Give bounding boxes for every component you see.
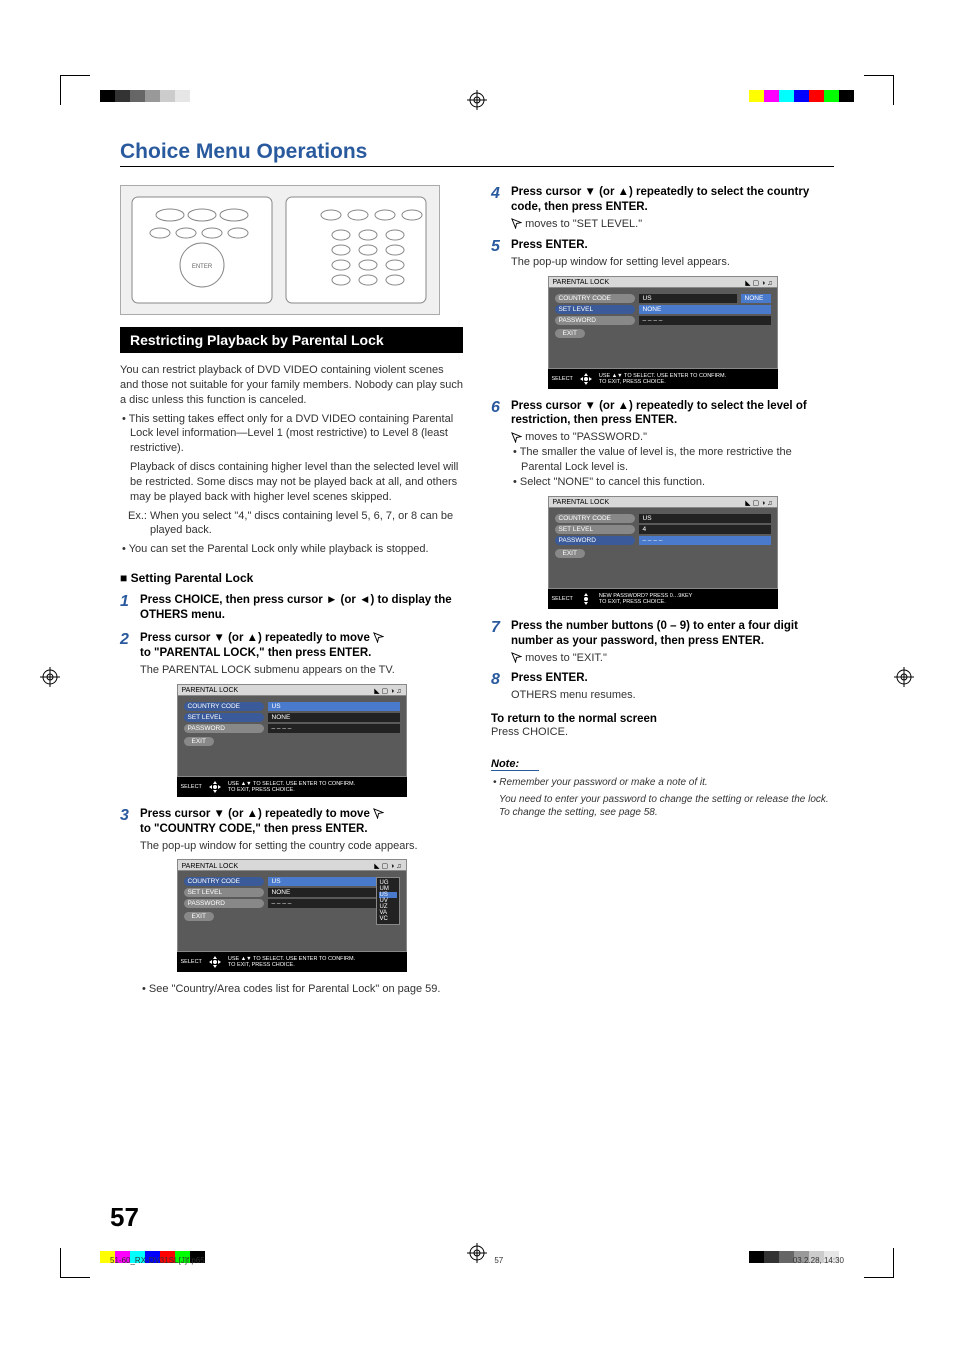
step-title: Press ENTER. <box>511 671 834 686</box>
pointer-icon <box>511 652 522 663</box>
step-title: Press cursor ▼ (or ▲) repeatedly to sele… <box>511 185 834 215</box>
color-bar-grey <box>100 90 205 102</box>
footer-date: 03.2.28, 14:30 <box>793 1256 844 1265</box>
section-title: Choice Menu Operations <box>120 140 834 167</box>
page-content: Choice Menu Operations ENTER <box>120 140 834 997</box>
footer-file: 51-60_RX-DV31SL[J]f.p65 <box>110 1256 205 1265</box>
step-number: 6 <box>491 399 505 490</box>
step-title: Press CHOICE, then press cursor ► (or ◄)… <box>140 593 463 623</box>
registration-mark-icon <box>467 90 487 110</box>
step-subtext: The pop-up window for setting level appe… <box>511 255 834 270</box>
step-number: 7 <box>491 619 505 666</box>
left-column: ENTER Restricting Playback by Parental L… <box>120 185 463 997</box>
step-number: 2 <box>120 631 134 678</box>
step-subtext: moves to "EXIT." <box>511 651 834 666</box>
step-title: Press cursor ▼ (or ▲) repeatedly to sele… <box>511 399 834 429</box>
step-3: 3 Press cursor ▼ (or ▲) repeatedly to mo… <box>120 807 463 854</box>
osd-country-code: PARENTAL LOCK◣ ▢ ◑ ♫ COUNTRY CODEUS SET … <box>177 859 407 972</box>
note-bullet-sub: You need to enter your password to chang… <box>491 793 834 819</box>
dpad-icon <box>208 780 222 794</box>
step-8: 8 Press ENTER. OTHERS menu resumes. <box>491 671 834 703</box>
pointer-icon <box>511 218 522 229</box>
dpad-icon <box>579 592 593 606</box>
step-5: 5 Press ENTER. The pop-up window for set… <box>491 238 834 270</box>
step-6-bullet-1: • The smaller the value of level is, the… <box>511 445 834 475</box>
intro-bullet-1: • This setting takes effect only for a D… <box>120 412 463 457</box>
svg-text:ENTER: ENTER <box>192 264 213 270</box>
intro-bullet-2: • You can set the Parental Lock only whi… <box>120 542 463 557</box>
note-bullet: • Remember your password or make a note … <box>491 776 834 789</box>
step-title: Press cursor ▼ (or ▲) repeatedly to move… <box>140 631 463 661</box>
osd-tab-icons: ◣ ▢ ◑ ♫ <box>374 687 401 695</box>
right-column: 4 Press cursor ▼ (or ▲) repeatedly to se… <box>491 185 834 997</box>
step-number: 1 <box>120 593 134 623</box>
osd-popup-list: UGUMUSUVUZVAVC <box>376 877 400 925</box>
step-title: Press cursor ▼ (or ▲) repeatedly to move… <box>140 807 463 837</box>
step-subtext: The pop-up window for setting the countr… <box>140 839 463 854</box>
step-subtext: OTHERS menu resumes. <box>511 688 834 703</box>
pointer-icon <box>511 432 522 443</box>
setting-heading: Setting Parental Lock <box>120 571 463 585</box>
step-number: 5 <box>491 238 505 270</box>
footer-page: 57 <box>494 1256 503 1265</box>
step-number: 3 <box>120 807 134 854</box>
step-subtext: moves to "PASSWORD." <box>511 430 834 445</box>
note-heading: Note: <box>491 758 539 771</box>
osd-set-level: PARENTAL LOCK◣ ▢ ◑ ♫ COUNTRY CODEUSNONE … <box>548 276 778 389</box>
pointer-icon <box>373 632 384 643</box>
osd-parental-lock: PARENTAL LOCK◣ ▢ ◑ ♫ COUNTRY CODEUS SET … <box>177 684 407 797</box>
step-subtext: The PARENTAL LOCK submenu appears on the… <box>140 663 463 678</box>
osd-password: PARENTAL LOCK◣ ▢ ◑ ♫ COUNTRY CODEUS SET … <box>548 496 778 609</box>
page-number: 57 <box>110 1202 139 1233</box>
step-1: 1 Press CHOICE, then press cursor ► (or … <box>120 593 463 623</box>
step-title: Press ENTER. <box>511 238 834 253</box>
dpad-icon <box>208 955 222 969</box>
step-6-bullet-2: • Select "NONE" to cancel this function. <box>511 475 834 490</box>
step-4: 4 Press cursor ▼ (or ▲) repeatedly to se… <box>491 185 834 232</box>
step-number: 4 <box>491 185 505 232</box>
step-7: 7 Press the number buttons (0 – 9) to en… <box>491 619 834 666</box>
intro-text: You can restrict playback of DVD VIDEO c… <box>120 363 463 408</box>
step-3-bullet: • See "Country/Area codes list for Paren… <box>140 982 463 997</box>
footer-info: 51-60_RX-DV31SL[J]f.p65 57 03.2.28, 14:3… <box>110 1256 844 1265</box>
step-title: Press the number buttons (0 – 9) to ente… <box>511 619 834 649</box>
step-2: 2 Press cursor ▼ (or ▲) repeatedly to mo… <box>120 631 463 678</box>
step-6: 6 Press cursor ▼ (or ▲) repeatedly to se… <box>491 399 834 490</box>
intro-bullet-1-ex: Ex.: When you select "4," discs containi… <box>120 509 463 539</box>
registration-mark-icon <box>894 667 914 687</box>
return-heading: To return to the normal screen <box>491 713 834 725</box>
sub-banner: Restricting Playback by Parental Lock <box>120 327 463 353</box>
registration-mark-icon <box>40 667 60 687</box>
step-number: 8 <box>491 671 505 703</box>
return-text: Press CHOICE. <box>491 725 834 740</box>
dpad-icon <box>579 372 593 386</box>
color-bar-cmyk <box>749 90 854 102</box>
remote-control-diagram: ENTER <box>120 185 440 315</box>
intro-bullet-1-sub: Playback of discs containing higher leve… <box>120 460 463 505</box>
step-subtext: moves to "SET LEVEL." <box>511 217 834 232</box>
pointer-icon <box>373 808 384 819</box>
